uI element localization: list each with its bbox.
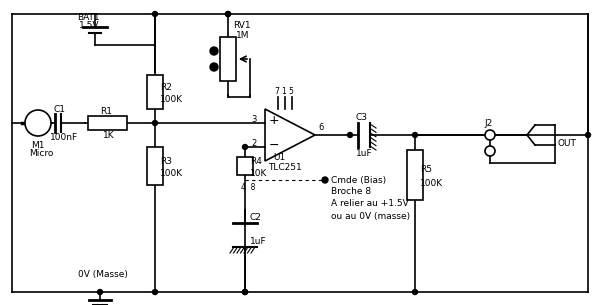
Text: R4: R4: [250, 156, 262, 166]
Text: 5: 5: [288, 87, 293, 95]
Text: R3: R3: [160, 156, 172, 166]
Text: BAT1: BAT1: [77, 13, 100, 23]
Circle shape: [242, 145, 248, 149]
Text: 1: 1: [281, 87, 286, 95]
Circle shape: [152, 120, 157, 125]
Circle shape: [226, 12, 230, 16]
Text: A relier au +1.5V: A relier au +1.5V: [331, 199, 409, 209]
Text: +: +: [269, 113, 280, 127]
Text: 2: 2: [251, 139, 256, 149]
Text: 100nF: 100nF: [50, 132, 78, 142]
Text: R5: R5: [420, 166, 432, 174]
Bar: [220, 37, 236, 81]
Circle shape: [152, 289, 157, 295]
Text: 7: 7: [274, 87, 279, 95]
Text: 6: 6: [318, 123, 323, 131]
Circle shape: [242, 289, 248, 295]
Text: Cmde (Bias): Cmde (Bias): [331, 175, 386, 185]
Bar: [147, 147, 163, 185]
Circle shape: [25, 110, 51, 136]
Circle shape: [97, 289, 103, 295]
Text: OUT: OUT: [557, 138, 576, 148]
Text: C2: C2: [250, 214, 262, 223]
Circle shape: [413, 132, 418, 138]
Text: R2: R2: [160, 82, 172, 92]
Text: RV1: RV1: [233, 21, 251, 30]
Circle shape: [485, 130, 495, 140]
Bar: [237, 157, 253, 175]
Text: Micro: Micro: [29, 149, 53, 159]
Text: U1: U1: [273, 152, 285, 162]
Circle shape: [210, 47, 218, 55]
Text: C3: C3: [356, 113, 368, 121]
Text: R1: R1: [101, 107, 113, 117]
Text: 100K: 100K: [160, 95, 183, 105]
Text: 100K: 100K: [420, 178, 443, 188]
Circle shape: [210, 63, 218, 71]
Text: C1: C1: [53, 105, 65, 113]
Text: ou au 0V (masse): ou au 0V (masse): [331, 211, 410, 221]
Circle shape: [485, 146, 495, 156]
Text: 0V (Masse): 0V (Masse): [78, 270, 128, 278]
Bar: [88, 116, 127, 130]
Text: 1uF: 1uF: [356, 149, 373, 157]
Circle shape: [152, 12, 157, 16]
Text: 1.5V: 1.5V: [79, 20, 100, 30]
Circle shape: [413, 289, 418, 295]
Circle shape: [322, 177, 328, 183]
Text: Broche 8: Broche 8: [331, 188, 371, 196]
Text: 4  8: 4 8: [241, 182, 256, 192]
Circle shape: [347, 132, 353, 138]
Text: TLC251: TLC251: [268, 163, 302, 171]
Text: J2: J2: [484, 119, 492, 127]
Text: 3: 3: [251, 116, 256, 124]
Circle shape: [586, 132, 590, 138]
Text: 1uF: 1uF: [250, 238, 266, 246]
Circle shape: [242, 289, 248, 295]
Text: 100K: 100K: [160, 170, 183, 178]
Text: −: −: [269, 138, 280, 152]
Circle shape: [226, 12, 230, 16]
Text: M1: M1: [31, 141, 44, 149]
Text: 10K: 10K: [250, 170, 268, 178]
Text: 1M: 1M: [236, 31, 250, 41]
Text: 1K: 1K: [103, 131, 114, 141]
Bar: [147, 75, 163, 109]
Bar: [407, 150, 423, 200]
